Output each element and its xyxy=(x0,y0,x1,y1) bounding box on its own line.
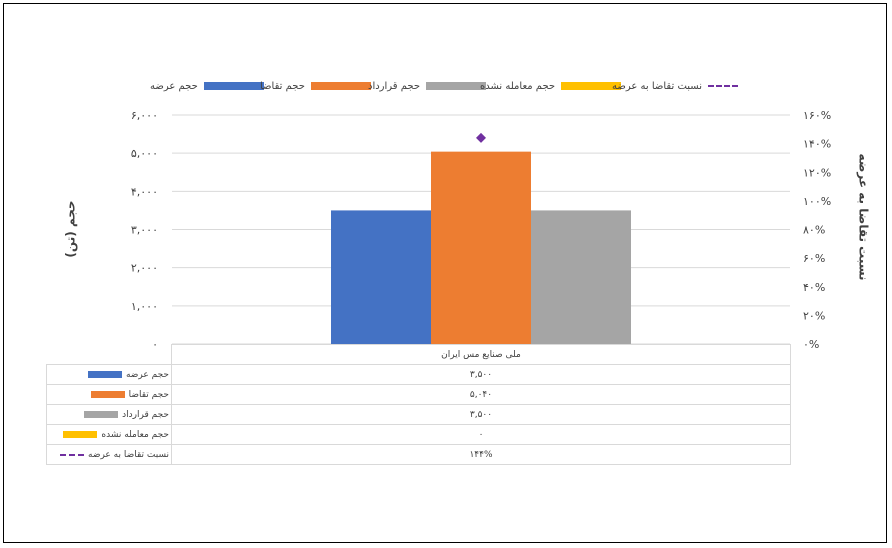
data-table-label-untraded: حجم معامله نشده xyxy=(101,429,169,440)
data-table-label-demand: حجم تقاضا xyxy=(128,389,169,400)
ratio-point xyxy=(476,132,486,143)
legend-swatch-untraded xyxy=(561,82,622,90)
data-table-label-supply: حجم عرضه xyxy=(125,369,169,380)
legend-label-ratio: نسبت تقاضا به عرضه xyxy=(612,80,702,92)
legend-swatch-demand xyxy=(310,82,371,90)
legend-item-ratio: نسبت تقاضا به عرضه xyxy=(612,78,738,94)
bar-series xyxy=(331,151,631,344)
y2-tick-label: ۱۰۰% xyxy=(803,195,831,208)
bar xyxy=(331,210,431,344)
data-table-label-contract: حجم قرارداد xyxy=(122,409,169,420)
data-table-row: حجم معامله نشده ۰ xyxy=(46,424,791,445)
data-table-value-supply: ۳,۵۰۰ xyxy=(171,364,791,385)
legend-item-supply: حجم عرضه xyxy=(150,78,264,94)
legend-swatch-contract xyxy=(426,82,487,90)
data-table-row-label: حجم عرضه xyxy=(46,364,172,385)
data-table-value-contract: ۳,۵۰۰ xyxy=(171,404,791,425)
data-table: ملی صنایع مس ایران حجم عرضه ۳,۵۰۰ حجم تق… xyxy=(46,344,791,465)
y-tick-label: ۵,۰۰۰ xyxy=(131,147,158,160)
y2-axis-ticks: ۰% ۲۰% ۴۰% ۶۰% ۸۰% ۱۰۰% ۱۲۰% ۱۴۰% ۱۶۰% xyxy=(803,109,831,351)
y-tick-label: ۴,۰۰۰ xyxy=(131,185,158,198)
bar xyxy=(531,210,631,344)
data-table-row: حجم قرارداد ۳,۵۰۰ xyxy=(46,404,791,425)
data-table-swatch-ratio xyxy=(60,453,84,456)
data-table-value-untraded: ۰ xyxy=(171,424,791,445)
y2-tick-label: ۲۰% xyxy=(803,309,825,322)
data-table-swatch-supply xyxy=(87,371,122,378)
y-tick-label: ۶,۰۰۰ xyxy=(131,109,158,122)
data-table-category: ملی صنایع مس ایران xyxy=(171,344,791,365)
y-tick-label: ۳,۰۰۰ xyxy=(131,224,158,237)
data-table-swatch-demand xyxy=(90,391,125,398)
data-table-row-label: حجم معامله نشده xyxy=(46,424,172,445)
legend-label-untraded: حجم معامله نشده xyxy=(480,80,556,92)
data-table-row-label: حجم قرارداد xyxy=(46,404,172,425)
data-table-header-row: ملی صنایع مس ایران xyxy=(47,344,791,365)
y2-tick-label: ۶۰% xyxy=(803,252,825,265)
chart-legend: حجم عرضه حجم تقاضا حجم قرارداد حجم معامل… xyxy=(150,78,750,94)
legend-item-demand: حجم تقاضا xyxy=(260,78,371,94)
legend-item-untraded: حجم معامله نشده xyxy=(480,78,622,94)
data-table-label-ratio: نسبت تقاضا به عرضه xyxy=(88,449,169,460)
data-table-row-label: نسبت تقاضا به عرضه xyxy=(46,444,172,465)
data-table-value-ratio: ۱۴۴% xyxy=(171,444,791,465)
data-table-row-label: حجم تقاضا xyxy=(46,384,172,405)
y-tick-label: ۲,۰۰۰ xyxy=(131,262,158,275)
data-table-swatch-untraded xyxy=(63,431,98,438)
y2-tick-label: ۱۶۰% xyxy=(803,109,831,122)
legend-label-contract: حجم قرارداد xyxy=(368,80,421,92)
data-table-row: حجم عرضه ۳,۵۰۰ xyxy=(46,364,791,385)
data-table-swatch-contract xyxy=(84,411,119,418)
data-table-value-demand: ۵,۰۴۰ xyxy=(171,384,791,405)
legend-item-contract: حجم قرارداد xyxy=(368,78,487,94)
bar xyxy=(431,151,531,344)
legend-swatch-supply xyxy=(203,82,264,90)
y2-tick-label: ۱۴۰% xyxy=(803,138,831,151)
ratio-markers xyxy=(476,132,486,143)
y2-tick-label: ۸۰% xyxy=(803,224,825,237)
legend-dash-ratio xyxy=(708,85,738,87)
y-tick-label: ۰ xyxy=(152,338,158,351)
legend-label-demand: حجم تقاضا xyxy=(260,80,305,92)
y-axis-ticks: ۰ ۱,۰۰۰ ۲,۰۰۰ ۳,۰۰۰ ۴,۰۰۰ ۵,۰۰۰ ۶,۰۰۰ xyxy=(131,109,158,351)
data-table-corner xyxy=(47,345,172,365)
y2-tick-label: ۱۲۰% xyxy=(803,166,831,179)
y2-tick-label: ۰% xyxy=(803,338,819,351)
y-tick-label: ۱,۰۰۰ xyxy=(131,300,158,313)
data-table-row: نسبت تقاضا به عرضه ۱۴۴% xyxy=(46,444,791,465)
legend-label-supply: حجم عرضه xyxy=(150,80,198,92)
data-table-row: حجم تقاضا ۵,۰۴۰ xyxy=(46,384,791,405)
y2-tick-label: ۴۰% xyxy=(803,281,825,294)
